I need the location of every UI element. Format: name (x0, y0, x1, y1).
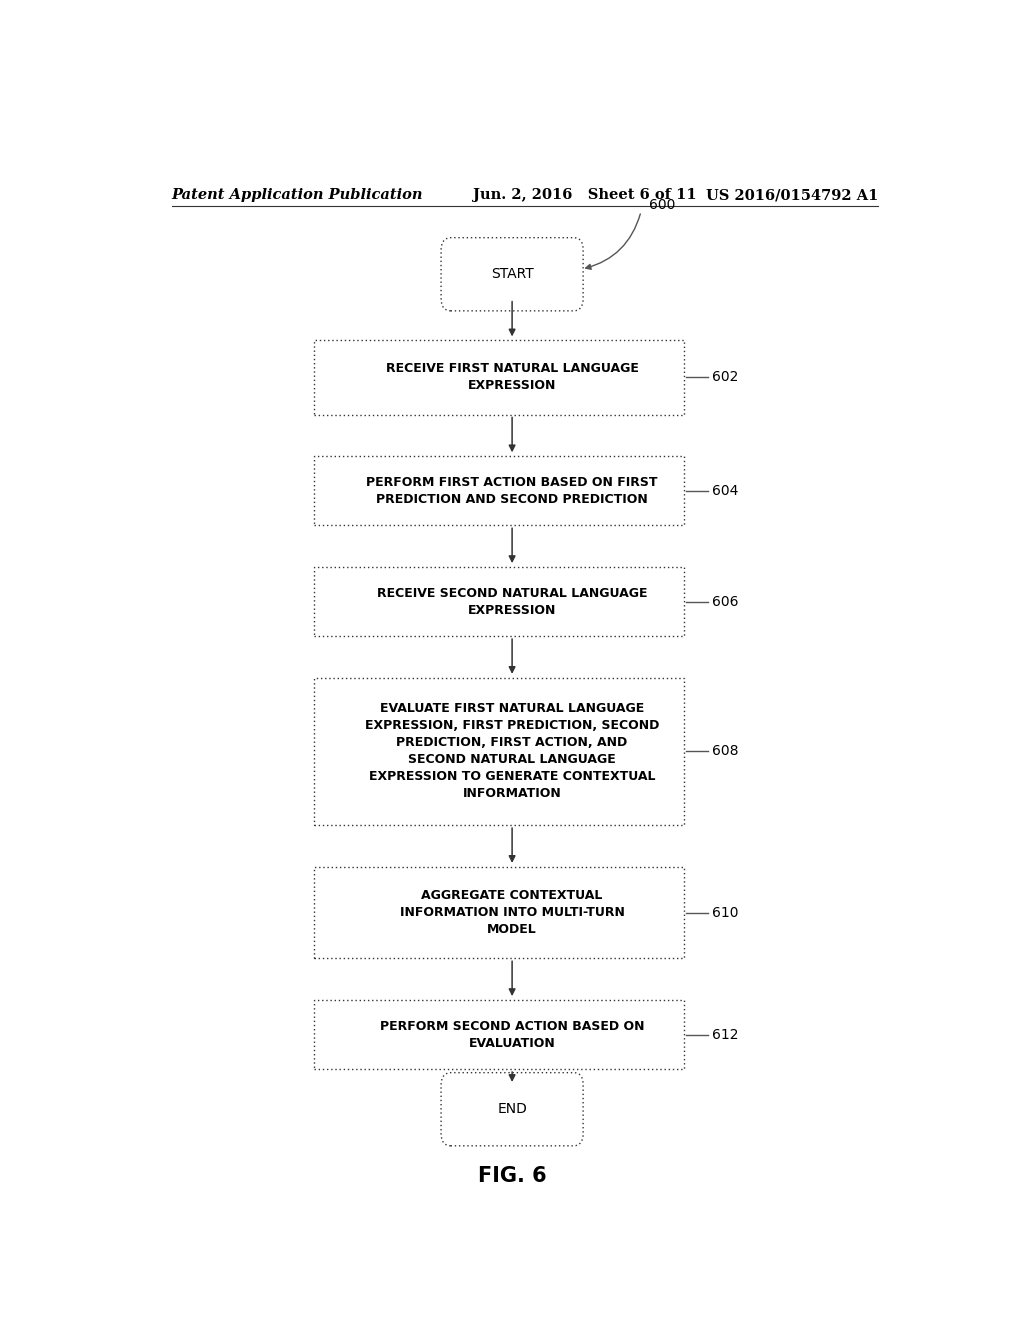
Bar (314, 867, 684, 958)
FancyBboxPatch shape (441, 238, 583, 312)
Text: Patent Application Publication: Patent Application Publication (172, 189, 423, 202)
Text: END: END (498, 1102, 527, 1117)
Text: PERFORM SECOND ACTION BASED ON
EVALUATION: PERFORM SECOND ACTION BASED ON EVALUATIO… (380, 1019, 644, 1049)
Bar (314, 341, 684, 414)
Bar (314, 457, 684, 525)
Text: PERFORM FIRST ACTION BASED ON FIRST
PREDICTION AND SECOND PREDICTION: PERFORM FIRST ACTION BASED ON FIRST PRED… (367, 475, 657, 506)
Text: START: START (490, 267, 534, 281)
Text: FIG. 6: FIG. 6 (478, 1167, 547, 1187)
Text: RECEIVE SECOND NATURAL LANGUAGE
EXPRESSION: RECEIVE SECOND NATURAL LANGUAGE EXPRESSI… (377, 586, 647, 616)
Text: RECEIVE FIRST NATURAL LANGUAGE
EXPRESSION: RECEIVE FIRST NATURAL LANGUAGE EXPRESSIO… (386, 363, 639, 392)
Text: Jun. 2, 2016   Sheet 6 of 11: Jun. 2, 2016 Sheet 6 of 11 (473, 189, 697, 202)
Text: AGGREGATE CONTEXTUAL
INFORMATION INTO MULTI-TURN
MODEL: AGGREGATE CONTEXTUAL INFORMATION INTO MU… (399, 890, 625, 936)
FancyBboxPatch shape (441, 1073, 583, 1146)
Bar (314, 568, 684, 636)
Text: 602: 602 (712, 371, 738, 384)
Text: 610: 610 (712, 906, 738, 920)
Bar (314, 677, 684, 825)
Bar (314, 1001, 684, 1069)
Text: EVALUATE FIRST NATURAL LANGUAGE
EXPRESSION, FIRST PREDICTION, SECOND
PREDICTION,: EVALUATE FIRST NATURAL LANGUAGE EXPRESSI… (365, 702, 659, 800)
Text: 612: 612 (712, 1027, 738, 1041)
Text: 608: 608 (712, 744, 738, 759)
Text: 606: 606 (712, 594, 738, 609)
Text: 604: 604 (712, 483, 738, 498)
Text: US 2016/0154792 A1: US 2016/0154792 A1 (706, 189, 878, 202)
Text: 600: 600 (649, 198, 676, 213)
